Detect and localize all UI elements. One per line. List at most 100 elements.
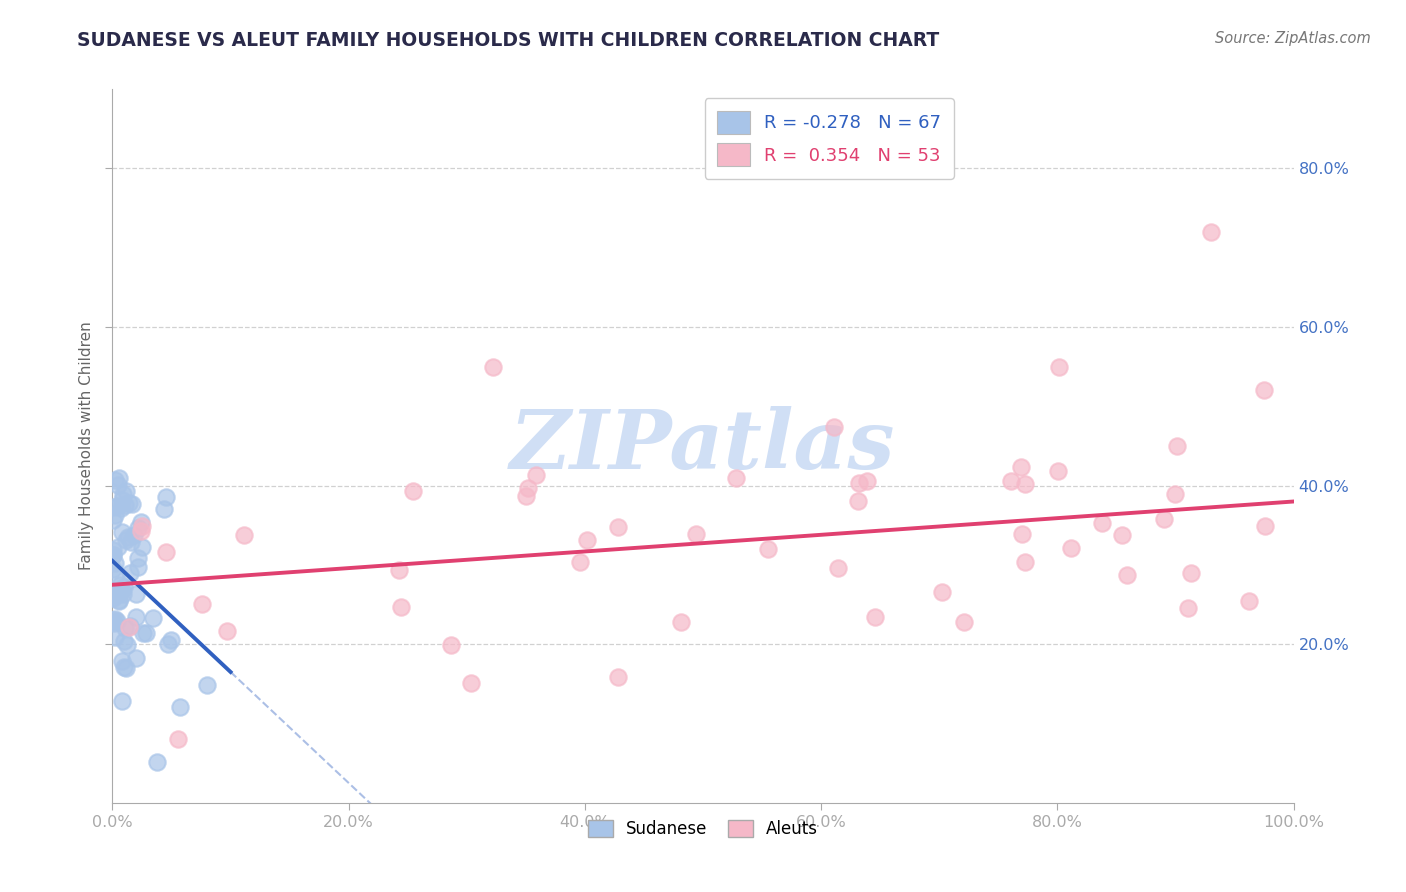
Point bbox=[107, 541, 129, 555]
Point bbox=[1180, 566, 1202, 580]
Point bbox=[725, 471, 748, 485]
Point bbox=[107, 477, 129, 491]
Point bbox=[1014, 555, 1036, 569]
Point bbox=[114, 621, 136, 635]
Point bbox=[607, 519, 630, 533]
Point bbox=[104, 556, 127, 570]
Point bbox=[114, 661, 136, 675]
Y-axis label: Family Households with Children: Family Households with Children bbox=[79, 322, 94, 570]
Point bbox=[848, 476, 870, 491]
Point bbox=[122, 528, 145, 542]
Point bbox=[121, 497, 143, 511]
Point bbox=[575, 533, 598, 548]
Point bbox=[157, 637, 180, 651]
Point bbox=[114, 498, 136, 512]
Point bbox=[108, 585, 131, 599]
Point bbox=[1166, 439, 1188, 453]
Point bbox=[112, 486, 135, 500]
Legend: Sudanese, Aleuts: Sudanese, Aleuts bbox=[581, 813, 825, 845]
Point bbox=[131, 515, 153, 529]
Point bbox=[402, 483, 425, 498]
Point bbox=[1153, 512, 1175, 526]
Point bbox=[524, 467, 547, 482]
Point bbox=[155, 545, 177, 559]
Point bbox=[125, 651, 148, 665]
Point bbox=[482, 359, 505, 374]
Point bbox=[127, 521, 149, 535]
Point bbox=[167, 732, 190, 747]
Point bbox=[107, 592, 129, 607]
Point bbox=[103, 500, 125, 515]
Point bbox=[671, 615, 693, 630]
Point bbox=[1060, 541, 1083, 556]
Point bbox=[1047, 464, 1070, 478]
Point bbox=[823, 419, 845, 434]
Point bbox=[1011, 527, 1033, 541]
Point bbox=[131, 540, 153, 554]
Point bbox=[112, 587, 135, 601]
Point bbox=[103, 615, 125, 630]
Point bbox=[114, 533, 136, 548]
Point bbox=[931, 585, 953, 599]
Point bbox=[115, 483, 138, 498]
Point bbox=[142, 610, 165, 624]
Point bbox=[169, 700, 191, 714]
Point bbox=[388, 563, 411, 577]
Point bbox=[132, 626, 155, 640]
Text: Source: ZipAtlas.com: Source: ZipAtlas.com bbox=[1215, 31, 1371, 46]
Point bbox=[101, 513, 124, 527]
Point bbox=[152, 502, 174, 516]
Point bbox=[105, 614, 128, 628]
Point bbox=[515, 489, 537, 503]
Point bbox=[756, 541, 779, 556]
Point bbox=[1116, 568, 1139, 582]
Point bbox=[101, 548, 124, 562]
Point bbox=[1163, 487, 1185, 501]
Point bbox=[1090, 516, 1112, 530]
Point bbox=[104, 508, 127, 522]
Point bbox=[112, 580, 135, 594]
Point bbox=[112, 634, 135, 648]
Point bbox=[110, 500, 132, 515]
Point bbox=[104, 474, 127, 488]
Point bbox=[115, 638, 138, 652]
Point bbox=[233, 527, 256, 541]
Point bbox=[607, 669, 630, 683]
Point bbox=[569, 555, 592, 569]
Point bbox=[120, 534, 142, 549]
Point bbox=[863, 610, 886, 624]
Point bbox=[1253, 384, 1275, 398]
Point bbox=[827, 561, 849, 575]
Text: SUDANESE VS ALEUT FAMILY HOUSEHOLDS WITH CHILDREN CORRELATION CHART: SUDANESE VS ALEUT FAMILY HOUSEHOLDS WITH… bbox=[77, 31, 939, 50]
Point bbox=[108, 578, 131, 592]
Point bbox=[1111, 528, 1133, 542]
Point bbox=[1014, 477, 1036, 491]
Point bbox=[104, 568, 127, 582]
Point bbox=[135, 626, 157, 640]
Point bbox=[191, 598, 214, 612]
Point bbox=[125, 610, 148, 624]
Point bbox=[1254, 519, 1277, 533]
Point bbox=[1199, 225, 1222, 239]
Point bbox=[215, 624, 238, 638]
Point bbox=[127, 559, 149, 574]
Point bbox=[118, 566, 141, 580]
Point bbox=[1047, 359, 1070, 374]
Point bbox=[131, 518, 153, 533]
Point bbox=[155, 490, 177, 504]
Point bbox=[685, 527, 707, 541]
Point bbox=[146, 756, 169, 770]
Point bbox=[120, 619, 142, 633]
Point bbox=[1237, 594, 1260, 608]
Point bbox=[118, 496, 141, 510]
Point bbox=[129, 524, 152, 539]
Point bbox=[127, 551, 149, 566]
Point bbox=[107, 593, 129, 607]
Point bbox=[103, 562, 125, 576]
Point bbox=[107, 499, 129, 513]
Point bbox=[111, 693, 134, 707]
Point bbox=[460, 675, 482, 690]
Text: ZIPatlas: ZIPatlas bbox=[510, 406, 896, 486]
Point bbox=[101, 591, 124, 605]
Point bbox=[108, 471, 131, 485]
